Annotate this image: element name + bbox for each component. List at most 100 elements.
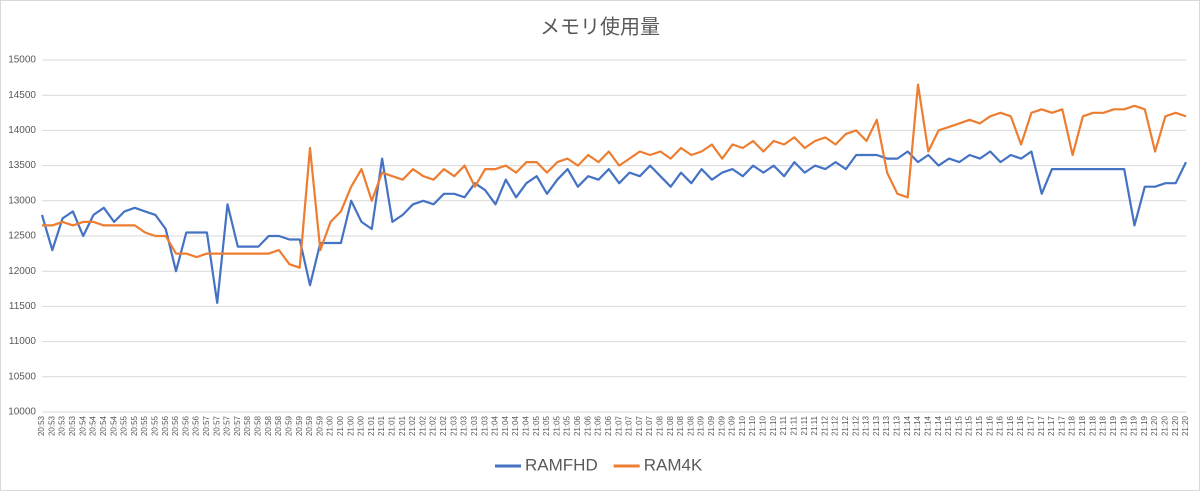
y-tick-label: 13500 — [8, 160, 36, 171]
x-tick-label: 21:12 — [831, 415, 840, 436]
x-tick-label: 21:13 — [862, 415, 871, 436]
x-tick-label: 21:17 — [1047, 415, 1056, 436]
y-tick-label: 12000 — [8, 266, 36, 277]
x-tick-label: 20:58 — [243, 415, 252, 436]
x-tick-label: 21:19 — [1130, 415, 1139, 436]
x-tick-label: 21:03 — [449, 415, 458, 436]
x-tick-label: 21:05 — [542, 415, 551, 436]
x-tick-label: 21:09 — [728, 415, 737, 436]
x-tick-label: 20:56 — [161, 415, 170, 436]
x-tick-label: 21:08 — [655, 415, 664, 436]
x-tick-label: 21:16 — [1016, 415, 1025, 436]
x-tick-label: 21:04 — [491, 415, 500, 436]
x-tick-label: 21:15 — [954, 415, 963, 436]
x-tick-label: 21:17 — [1057, 415, 1066, 436]
y-tick-label: 11000 — [9, 336, 37, 347]
x-tick-label: 21:14 — [913, 415, 922, 436]
x-tick-label: 20:57 — [212, 415, 221, 436]
x-tick-label: 21:02 — [429, 415, 438, 436]
x-tick-label: 21:20 — [1181, 415, 1190, 436]
y-tick-label: 12500 — [8, 231, 36, 242]
x-tick-label: 20:54 — [99, 415, 108, 436]
x-tick-label: 21:05 — [532, 415, 541, 436]
x-tick-label: 21:07 — [635, 415, 644, 436]
x-tick-label: 21:15 — [944, 415, 953, 436]
x-tick-label: 21:04 — [522, 415, 531, 436]
x-tick-label: 21:19 — [1140, 415, 1149, 436]
x-tick-label: 21:05 — [552, 415, 561, 436]
x-tick-label: 21:09 — [707, 415, 716, 436]
x-tick-label: 20:55 — [120, 415, 129, 436]
x-tick-label: 20:57 — [223, 415, 232, 436]
x-tick-label: 21:18 — [1078, 415, 1087, 436]
x-tick-label: 21:20 — [1171, 415, 1180, 436]
x-tick-label: 21:18 — [1099, 415, 1108, 436]
x-tick-label: 21:13 — [872, 415, 881, 436]
x-tick-label: 20:56 — [181, 415, 190, 436]
x-tick-label: 21:11 — [779, 415, 788, 435]
x-tick-label: 21:07 — [645, 415, 654, 436]
x-tick-label: 20:56 — [171, 415, 180, 436]
y-tick-label: 10000 — [8, 407, 36, 418]
x-tick-label: 21:10 — [769, 415, 778, 436]
x-tick-label: 20:58 — [264, 415, 273, 436]
x-tick-label: 20:59 — [284, 415, 293, 436]
x-tick-label: 21:15 — [975, 415, 984, 436]
x-tick-label: 21:04 — [511, 415, 520, 436]
y-tick-label: 10500 — [8, 371, 36, 382]
y-tick-label: 13000 — [8, 195, 36, 206]
x-tick-label: 20:56 — [192, 415, 201, 436]
x-tick-label: 21:01 — [367, 415, 376, 436]
x-tick-label: 21:14 — [923, 415, 932, 436]
x-tick-label: 21:13 — [882, 415, 891, 436]
x-tick-label: 21:10 — [759, 415, 768, 436]
x-tick-label: 21:17 — [1027, 415, 1036, 436]
x-tick-label: 21:03 — [470, 415, 479, 436]
x-tick-label: 21:13 — [893, 415, 902, 436]
x-tick-label: 21:05 — [563, 415, 572, 436]
x-tick-label: 21:08 — [666, 415, 675, 436]
x-tick-label: 21:16 — [996, 415, 1005, 436]
x-tick-label: 21:00 — [346, 415, 355, 436]
x-tick-label: 20:58 — [254, 415, 263, 436]
x-tick-label: 20:55 — [140, 415, 149, 436]
x-tick-label: 20:53 — [37, 415, 46, 436]
x-tick-label: 21:20 — [1150, 415, 1159, 436]
series-line — [40, 150, 1187, 304]
x-tick-label: 21:20 — [1160, 415, 1169, 436]
x-tick-label: 21:04 — [501, 415, 510, 436]
x-tick-label: 21:08 — [676, 415, 685, 436]
x-tick-label: 20:55 — [150, 415, 159, 436]
x-tick-label: 20:59 — [295, 415, 304, 436]
x-tick-label: 21:01 — [377, 415, 386, 436]
x-tick-label: 20:54 — [89, 415, 98, 436]
x-tick-label: 21:19 — [1109, 415, 1118, 436]
x-tick-label: 21:03 — [460, 415, 469, 436]
x-tick-label: 20:59 — [315, 415, 324, 436]
x-tick-label: 20:53 — [68, 415, 77, 436]
x-tick-label: 21:12 — [851, 415, 860, 436]
legend-label: RAMFHD — [525, 455, 598, 474]
x-tick-label: 21:02 — [408, 415, 417, 436]
x-tick-label: 21:16 — [1006, 415, 1015, 436]
legend-label: RAM4K — [644, 455, 703, 474]
x-tick-label: 21:01 — [398, 415, 407, 436]
chart-title: メモリ使用量 — [540, 15, 660, 38]
x-tick-label: 21:12 — [841, 415, 850, 436]
x-tick-label: 21:06 — [604, 415, 613, 436]
x-tick-label: 21:06 — [583, 415, 592, 436]
x-tick-label: 20:57 — [202, 415, 211, 436]
x-tick-label: 21:10 — [748, 415, 757, 436]
x-tick-label: 21:06 — [573, 415, 582, 436]
x-tick-label: 20:54 — [78, 415, 87, 436]
x-tick-label: 21:08 — [686, 415, 695, 436]
x-tick-label: 21:09 — [717, 415, 726, 436]
x-tick-label: 21:11 — [789, 415, 798, 435]
x-tick-label: 21:11 — [800, 415, 809, 435]
x-tick-label: 21:19 — [1119, 415, 1128, 436]
x-tick-label: 21:07 — [614, 415, 623, 436]
y-tick-label: 14000 — [8, 125, 36, 136]
x-tick-label: 21:02 — [418, 415, 427, 436]
